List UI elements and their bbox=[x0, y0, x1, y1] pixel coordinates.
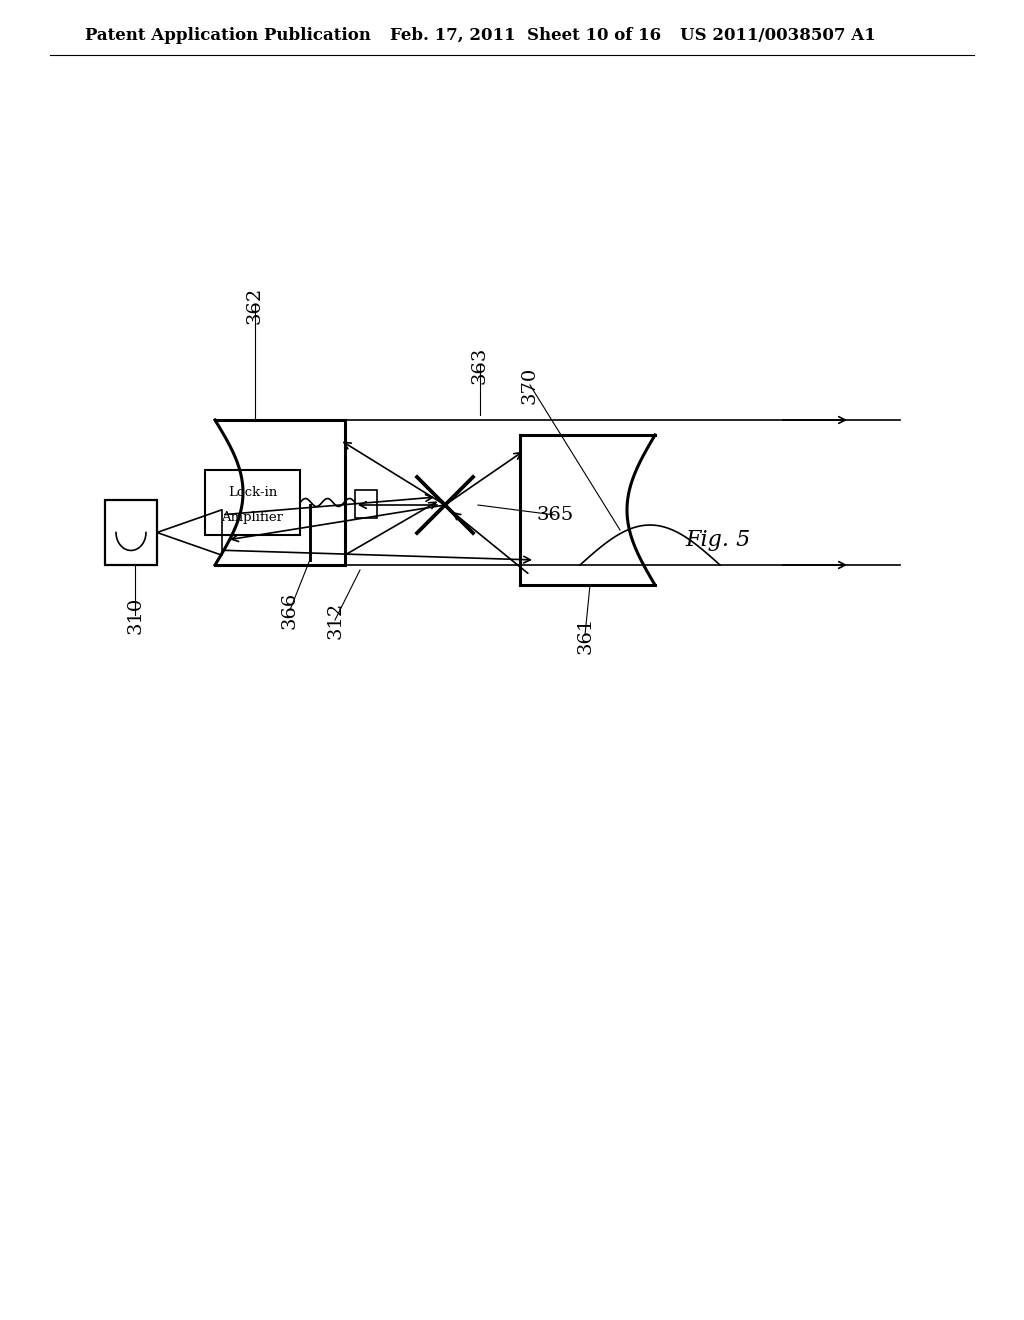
Bar bbox=[355, 490, 377, 517]
Text: Amplifier: Amplifier bbox=[221, 511, 284, 524]
Text: 365: 365 bbox=[537, 506, 573, 524]
Text: Patent Application Publication: Patent Application Publication bbox=[85, 26, 371, 44]
Text: 361: 361 bbox=[575, 616, 594, 653]
Bar bbox=[205, 470, 300, 535]
Text: Feb. 17, 2011  Sheet 10 of 16: Feb. 17, 2011 Sheet 10 of 16 bbox=[390, 26, 662, 44]
Text: 312: 312 bbox=[326, 602, 344, 639]
Text: Lock-in: Lock-in bbox=[228, 486, 278, 499]
Text: 310: 310 bbox=[126, 597, 144, 634]
Text: 366: 366 bbox=[281, 591, 299, 628]
Text: 363: 363 bbox=[471, 346, 489, 384]
Bar bbox=[105, 500, 157, 565]
Text: Fig. 5: Fig. 5 bbox=[685, 529, 751, 550]
Text: 370: 370 bbox=[521, 367, 539, 404]
Text: 362: 362 bbox=[246, 286, 264, 323]
Text: US 2011/0038507 A1: US 2011/0038507 A1 bbox=[680, 26, 876, 44]
